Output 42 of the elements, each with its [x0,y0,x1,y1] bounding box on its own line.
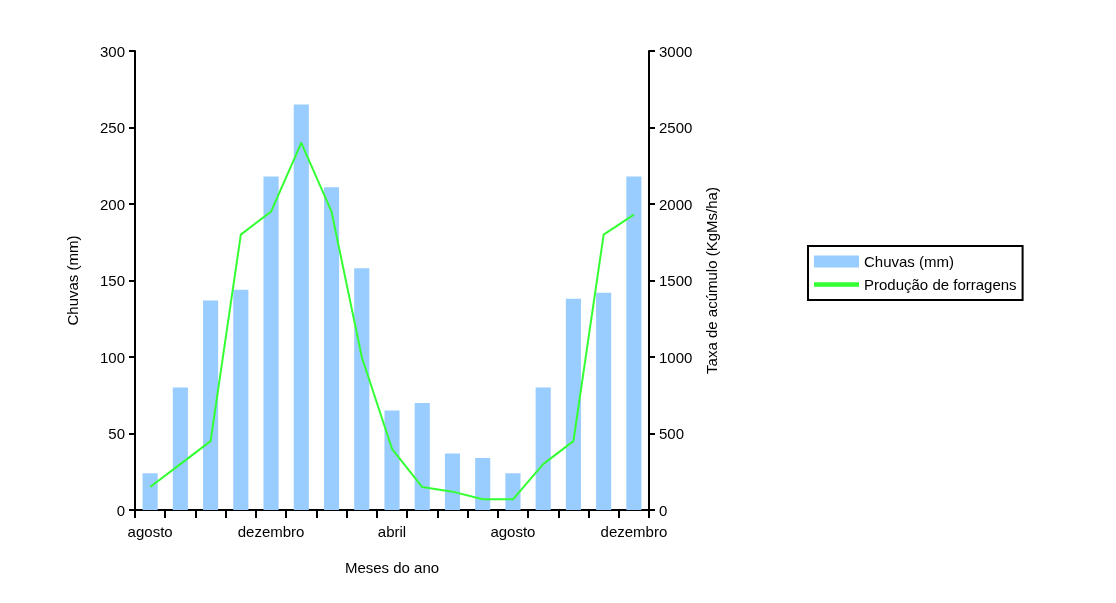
bar [354,268,370,510]
bar [384,410,400,510]
y2-axis-title: Taxa de acúmulo (KgMs/ha) [703,187,720,374]
line-series [149,141,635,501]
x-tick-label: abril [377,523,407,540]
y-tick-label: 0 [116,501,125,519]
x-axis-title: Meses do ano [344,559,440,576]
y2-tick-label: 1000 [659,348,693,366]
legend-label: Chuvas (mm) [864,253,955,270]
bar [475,457,491,510]
legend-label: Produção de forragens [864,276,1017,293]
bar [535,387,551,510]
x-tick-label: agosto [490,523,536,540]
bar [203,300,219,510]
y2-tick-label: 2000 [659,195,693,213]
bar [263,176,279,510]
bar [505,473,521,510]
y-tick-label: 200 [99,195,125,213]
y2-tick-label: 1500 [659,272,693,289]
y-tick-label: 100 [99,348,125,366]
y-axis-title: Chuvas (mm) [64,235,81,326]
y-tick-label: 50 [108,425,125,442]
bar [142,473,158,510]
bar [233,289,249,510]
y2-tick-label: 0 [659,501,668,519]
y-tick-label: 150 [99,272,125,289]
bar [414,402,430,510]
y-tick-label: 300 [99,42,125,60]
y2-tick-label: 2500 [659,119,693,136]
bar [444,453,461,510]
bar [323,187,340,510]
bar [172,387,188,510]
bar [596,292,612,510]
x-tick-label: dezembro [237,523,305,540]
y-tick-label: 250 [99,119,125,136]
x-tick-label: dezembro [600,523,668,540]
x-tick-label: agosto [127,523,173,540]
bar [626,176,642,510]
y2-tick-label: 3000 [659,42,693,60]
bar [565,298,581,510]
y2-tick-label: 500 [659,425,685,442]
bar [293,104,309,510]
